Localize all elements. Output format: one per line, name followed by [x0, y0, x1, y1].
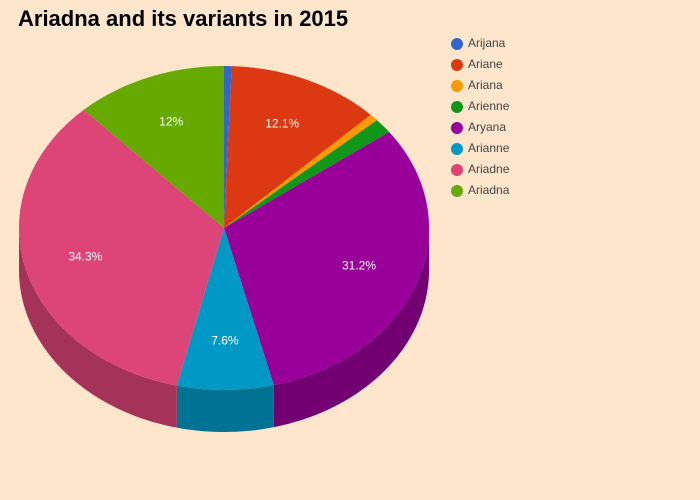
- pie-side: [273, 228, 429, 428]
- legend-label: Arianne: [468, 141, 510, 155]
- legend-marker: [451, 185, 463, 197]
- pie-slice: [224, 114, 377, 228]
- data-label: 31.2%: [342, 259, 376, 273]
- legend-marker: [451, 38, 463, 50]
- pie-side-shade: [273, 228, 429, 428]
- pie-slice: [19, 109, 224, 386]
- pie-side-shade: [19, 228, 177, 428]
- legend-label: Ariane: [468, 57, 503, 71]
- pie-slice: [224, 66, 232, 228]
- pie-side: [176, 385, 274, 432]
- chart-title: Ariadna and its variants in 2015: [18, 6, 348, 31]
- legend-label: Ariadna: [468, 183, 510, 197]
- pie-slice: [224, 66, 371, 228]
- pie-slice: [224, 120, 390, 228]
- legend-marker: [451, 164, 463, 176]
- data-label: 7.6%: [211, 334, 239, 348]
- legend-marker: [451, 101, 463, 113]
- pie-slice: [83, 66, 224, 228]
- data-label: 12%: [159, 115, 183, 129]
- data-label: 12.1%: [265, 117, 299, 131]
- legend-marker: [451, 143, 463, 155]
- pie-side-shade: [176, 385, 274, 432]
- legend-label: Ariana: [468, 78, 503, 92]
- legend-marker: [451, 122, 463, 134]
- pie-slice: [176, 228, 274, 390]
- legend-label: Arijana: [468, 36, 506, 50]
- legend-marker: [451, 59, 463, 71]
- legend-label: Ariadne: [468, 162, 510, 176]
- pie-side: [19, 228, 177, 428]
- pie-slice: [224, 131, 429, 386]
- legend-label: Arienne: [468, 99, 510, 113]
- legend-marker: [451, 80, 463, 92]
- legend-label: Aryana: [468, 120, 506, 134]
- data-label: 34.3%: [68, 249, 102, 263]
